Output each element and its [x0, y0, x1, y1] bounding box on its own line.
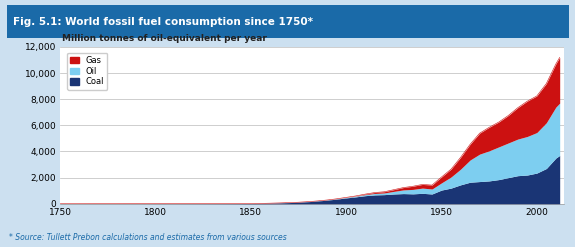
FancyBboxPatch shape: [0, 3, 575, 40]
Legend: Gas, Oil, Coal: Gas, Oil, Coal: [67, 53, 107, 90]
Text: Fig. 5.1: World fossil fuel consumption since 1750*: Fig. 5.1: World fossil fuel consumption …: [13, 17, 313, 27]
Text: * Source: Tullett Prebon calculations and estimates from various sources: * Source: Tullett Prebon calculations an…: [9, 233, 286, 242]
Text: Million tonnes of oil-equivalent per year: Million tonnes of oil-equivalent per yea…: [62, 35, 267, 43]
